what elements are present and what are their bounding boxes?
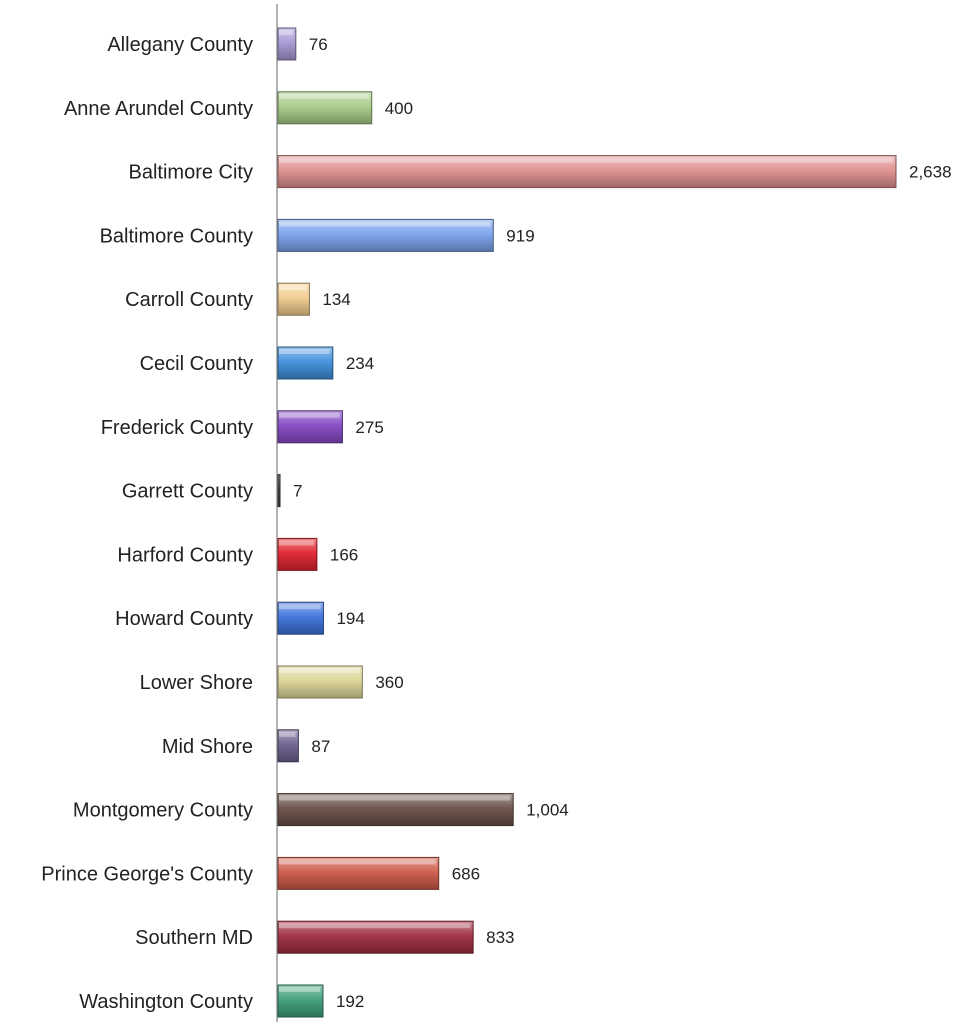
category-label-washington-county: Washington County xyxy=(79,991,253,1013)
value-labels: 76 400 2,638 919 134 234 275 7 166 194 360 87 1,004 6… xyxy=(293,35,952,1011)
category-label-baltimore-county: Baltimore County xyxy=(100,225,253,247)
bar-highlight-washington-county xyxy=(279,987,320,992)
category-label-anne-arundel-county: Anne Arundel County xyxy=(64,98,253,120)
bar-highlight-mid-shore xyxy=(279,731,296,737)
bar-highlight-allegany-county xyxy=(279,30,293,35)
bar-washington-county xyxy=(277,984,324,1018)
bar-highlight-anne-arundel-county xyxy=(279,93,369,99)
bar-lower-shore xyxy=(277,665,363,699)
value-label-mid-shore: 87 xyxy=(311,737,330,756)
value-label-allegany-county: 76 xyxy=(309,35,328,54)
bar-baltimore-county xyxy=(277,218,494,252)
bar-highlight-cecil-county xyxy=(279,349,330,354)
bar-carroll-county xyxy=(277,282,310,316)
bar-frederick-county xyxy=(277,410,343,444)
value-label-harford-county: 166 xyxy=(330,545,358,564)
bar-highlight-howard-county xyxy=(279,604,321,610)
bar-highlight-prince-george-s-county xyxy=(279,859,436,865)
bar-highlight-harford-county xyxy=(279,540,314,546)
value-label-howard-county: 194 xyxy=(336,609,364,628)
category-label-baltimore-city: Baltimore City xyxy=(129,162,253,184)
value-label-cecil-county: 234 xyxy=(346,354,374,373)
category-label-prince-george-s-county: Prince George's County xyxy=(41,863,253,885)
category-label-garrett-county: Garrett County xyxy=(122,481,253,503)
bar-garrett-county xyxy=(277,474,281,508)
value-label-garrett-county: 7 xyxy=(293,482,302,501)
value-label-prince-george-s-county: 686 xyxy=(452,864,480,883)
value-label-montgomery-county: 1,004 xyxy=(526,801,569,820)
bar-baltimore-city xyxy=(277,155,897,189)
value-label-frederick-county: 275 xyxy=(355,418,383,437)
bar-highlight-baltimore-city xyxy=(279,157,893,163)
bar-southern-md xyxy=(277,920,474,954)
category-label-cecil-county: Cecil County xyxy=(140,353,253,375)
value-label-washington-county: 192 xyxy=(336,992,364,1011)
bar-cecil-county xyxy=(277,346,334,380)
value-label-lower-shore: 360 xyxy=(375,673,403,692)
category-labels: Allegany County Anne Arundel County Baltim… xyxy=(41,34,253,1013)
category-label-carroll-county: Carroll County xyxy=(125,289,253,311)
bar-anne-arundel-county xyxy=(277,91,373,125)
bar-prince-george-s-county xyxy=(277,856,440,890)
category-label-mid-shore: Mid Shore xyxy=(162,736,253,758)
bar-highlight-frederick-county xyxy=(279,412,340,418)
bar-mid-shore xyxy=(277,729,299,763)
value-label-anne-arundel-county: 400 xyxy=(385,99,413,118)
bar-harford-county xyxy=(277,537,318,571)
value-label-baltimore-city: 2,638 xyxy=(909,163,952,182)
bar-highlight-southern-md xyxy=(279,923,471,929)
category-label-southern-md: Southern MD xyxy=(135,927,253,949)
bar-howard-county xyxy=(277,601,324,635)
category-label-montgomery-county: Montgomery County xyxy=(73,800,253,822)
category-label-howard-county: Howard County xyxy=(115,608,253,630)
bar-highlight-carroll-county xyxy=(279,285,307,291)
category-label-lower-shore: Lower Shore xyxy=(140,672,253,694)
bar-montgomery-county xyxy=(277,793,514,827)
category-label-allegany-county: Allegany County xyxy=(107,34,253,56)
category-label-frederick-county: Frederick County xyxy=(101,417,253,439)
value-label-carroll-county: 134 xyxy=(322,290,350,309)
bar-allegany-county xyxy=(277,27,297,61)
bar-highlight-montgomery-county xyxy=(279,795,511,801)
bar-highlight-baltimore-county xyxy=(279,221,491,227)
value-label-southern-md: 833 xyxy=(486,928,514,947)
category-label-harford-county: Harford County xyxy=(117,544,253,566)
value-label-baltimore-county: 919 xyxy=(506,226,534,245)
bars xyxy=(277,27,897,1018)
bar-highlight-lower-shore xyxy=(279,668,360,673)
